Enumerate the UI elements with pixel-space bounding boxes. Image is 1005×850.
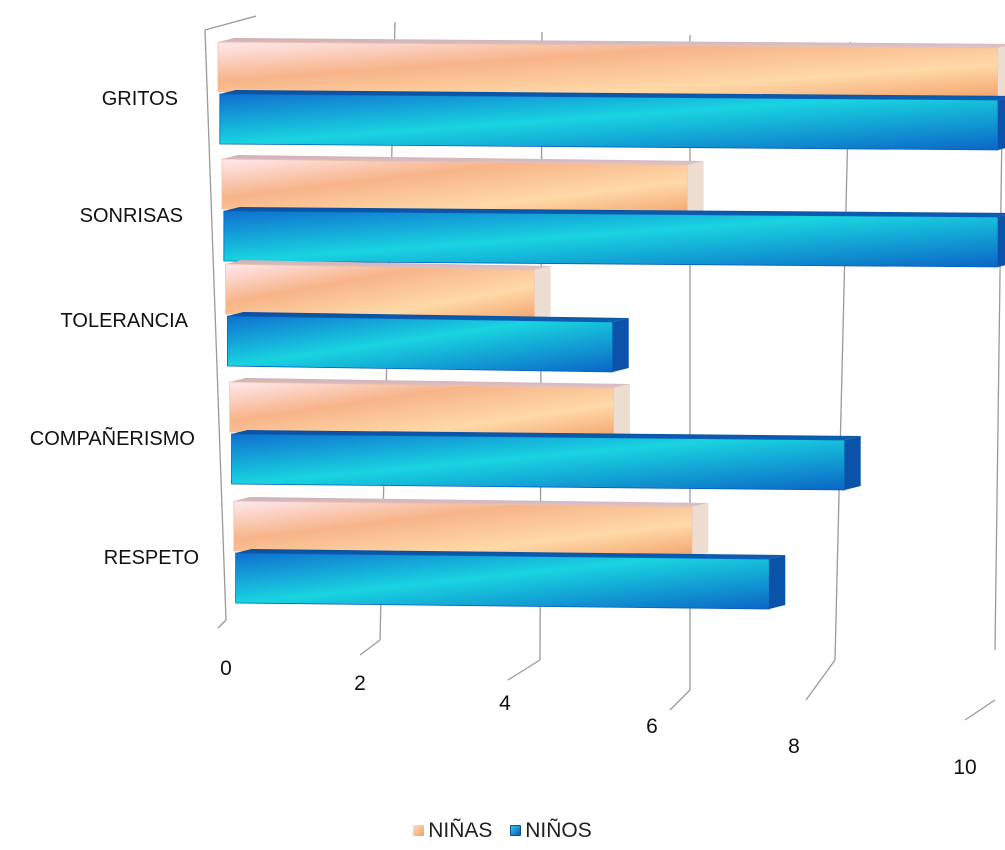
x-axis-ticks: 0 2 4 6 8 10	[220, 657, 977, 779]
wall-top-edge	[204, 15, 257, 31]
floor-line-3	[669, 689, 691, 711]
legend-item-ninos: NIÑOS	[510, 819, 592, 843]
legend: NIÑAS NIÑOS	[0, 818, 1005, 843]
x-tick-label: 10	[953, 756, 976, 779]
x-tick-label: 2	[354, 672, 366, 695]
legend-swatch-ninos	[510, 825, 522, 836]
category-label: GRITOS	[102, 88, 178, 110]
gridline-0	[204, 29, 227, 621]
legend-item-ninas: NIÑAS	[413, 819, 492, 843]
floor-line-2	[507, 659, 541, 681]
bar-ninas	[225, 260, 551, 321]
x-tick-label: 4	[499, 692, 511, 715]
legend-label-ninos: NIÑOS	[525, 818, 592, 842]
bar-ninas	[229, 378, 630, 439]
floor-line-1	[359, 639, 381, 656]
bar-ninos	[227, 312, 629, 373]
legend-label-ninas: NIÑAS	[428, 818, 493, 842]
floor-line-5	[964, 699, 996, 721]
category-label: TOLERANCIA	[61, 310, 189, 332]
bar-ninas	[233, 497, 709, 558]
bar-ninos	[223, 207, 1005, 268]
x-tick-label: 6	[646, 715, 658, 738]
floor-line-4	[805, 659, 836, 701]
wall-bottom-edge	[217, 619, 227, 629]
gridline-10	[994, 49, 1004, 651]
bar-ninos	[231, 430, 861, 491]
bar-ninas	[217, 38, 1005, 99]
category-label: SONRISAS	[80, 205, 183, 227]
bar-ninas	[221, 155, 704, 216]
x-tick-label: 8	[788, 735, 800, 758]
category-label: RESPETO	[104, 547, 199, 569]
category-label: COMPAÑERISMO	[30, 426, 195, 450]
legend-swatch-ninas	[413, 825, 425, 836]
y-axis-categories: GRITOS SONRISAS TOLERANCIA COMPAÑERISMO RESP…	[30, 88, 199, 569]
x-tick-label: 0	[220, 657, 232, 680]
bar-ninos	[219, 90, 1005, 151]
bar-ninos	[235, 549, 786, 610]
bars	[217, 38, 1005, 610]
